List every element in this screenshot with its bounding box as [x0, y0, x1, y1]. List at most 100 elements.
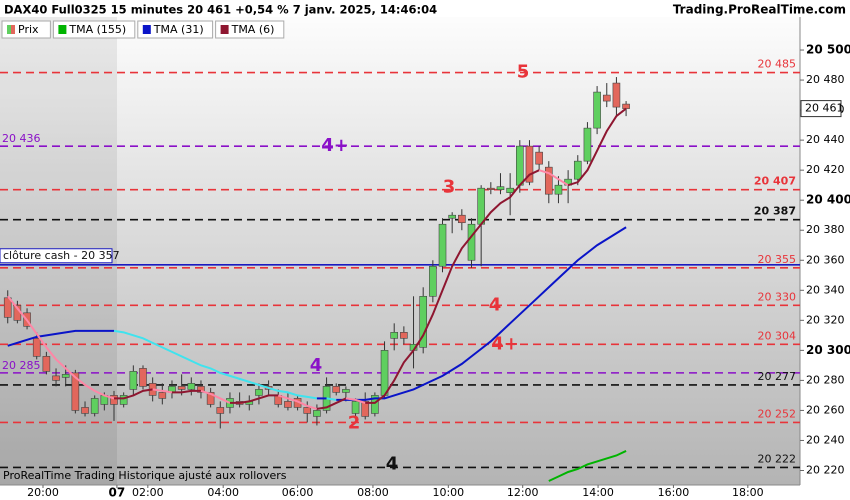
candle-body [351, 401, 360, 414]
x-tick-label: 04:00 [207, 486, 239, 499]
level-note: 4+ [491, 333, 519, 354]
ma-line [316, 397, 347, 410]
candle-body [206, 392, 215, 405]
candle-body [438, 223, 447, 267]
ma-line [171, 389, 201, 394]
candle-body [119, 395, 128, 405]
source: Trading.ProRealTime.com [673, 3, 846, 17]
candle-body [139, 368, 147, 387]
level-label: 20 485 [758, 58, 797, 71]
y-tick-label: 20 300 [806, 343, 850, 357]
x-tick-label: 02:00 [132, 486, 164, 499]
legend-swatch [142, 25, 151, 34]
level-label: 20 387 [754, 205, 796, 218]
x-tick-label: 06:00 [282, 486, 314, 499]
level-label-box [0, 248, 113, 264]
ma-line [326, 397, 337, 401]
level-label: 20 330 [758, 290, 797, 303]
candle-body [61, 374, 70, 378]
level-label: 20 407 [754, 175, 796, 188]
ma-line [114, 388, 153, 400]
candle-body [554, 184, 563, 195]
legend-label: TMA (155) [68, 23, 126, 36]
level-label: clôture cash - 20 357 [3, 249, 120, 262]
y-tick-label: 20 400 [806, 193, 850, 207]
y-tick-label: 20 320 [806, 313, 845, 326]
candle-body [544, 166, 553, 195]
candle-body [187, 383, 196, 390]
legend-label: TMA (31) [153, 23, 204, 36]
candle-body [506, 187, 514, 193]
candle-body [535, 151, 543, 165]
level-note: 4 [386, 453, 399, 474]
last-price-label: 20 461 [805, 102, 844, 115]
candle-body [573, 160, 582, 180]
x-tick-label: 08:00 [357, 486, 389, 499]
legend-swatch [58, 25, 67, 34]
y-tick-label: 20 280 [806, 373, 845, 386]
candle-body [419, 295, 427, 348]
x-tick-label: 10:00 [432, 486, 464, 499]
lines [6, 107, 627, 482]
y-tick-label: 20 480 [806, 73, 845, 86]
level-label: 20 285 [2, 359, 41, 372]
candle-body [371, 395, 379, 414]
last-price-box [800, 100, 842, 118]
level-note: 4 [489, 294, 502, 315]
candle-body [467, 223, 476, 261]
x-axis-area [0, 485, 800, 500]
level-note: 4 [310, 355, 323, 376]
candle-body [129, 371, 138, 390]
ma-line [200, 389, 231, 404]
ma-line [152, 388, 173, 394]
legend-swatch [11, 25, 15, 34]
candle-body [622, 103, 630, 109]
x-tick-label: 14:00 [582, 486, 614, 499]
candle-body [52, 375, 60, 381]
candle-body [458, 214, 466, 224]
candle-body [110, 395, 118, 405]
candle-body [90, 398, 99, 414]
ma-line [229, 394, 279, 404]
ma-line [7, 329, 115, 347]
candle-body [332, 386, 341, 393]
level-note: 3 [443, 177, 456, 198]
candle-body [477, 187, 485, 225]
candle-body [516, 145, 524, 186]
candle-body [496, 186, 505, 190]
legend-item [215, 20, 285, 39]
candle-body [177, 386, 186, 390]
level-label: 20 355 [758, 253, 797, 266]
footnote: ProRealTime Trading Historique ajusté au… [3, 469, 287, 482]
level-note: 2 [348, 412, 361, 433]
y-tick-label: 20 220 [806, 463, 845, 476]
candle-body [487, 187, 495, 190]
legend-label: Prix [18, 23, 39, 36]
y-tick-label: 20 360 [806, 253, 845, 266]
candle-body [342, 389, 350, 393]
candle-body [216, 407, 225, 414]
candle-body [158, 392, 167, 399]
level-note: 5 [517, 62, 530, 83]
candle-body [525, 145, 534, 183]
y-tick-label: 20 420 [806, 163, 845, 176]
candle-body [284, 401, 292, 408]
candle-body [602, 94, 611, 102]
ma-line [345, 397, 366, 404]
legend-swatch [220, 25, 229, 34]
y-tick-label: 20 240 [806, 433, 845, 446]
candle-body [583, 127, 592, 162]
candle-body [303, 407, 312, 414]
x-tick-label: 18:00 [732, 486, 764, 499]
candle-body [612, 82, 621, 108]
x-tick-label: 20:00 [27, 486, 59, 499]
y-tick-label: 20 340 [806, 283, 845, 296]
x-tick-label: 07 [109, 486, 126, 500]
ma-line [538, 169, 569, 187]
candle-body [32, 338, 41, 357]
ma-line [113, 329, 318, 400]
legend-swatch [7, 25, 11, 34]
candle-body [593, 91, 601, 129]
y-tick-label: 20 500 [806, 43, 850, 57]
